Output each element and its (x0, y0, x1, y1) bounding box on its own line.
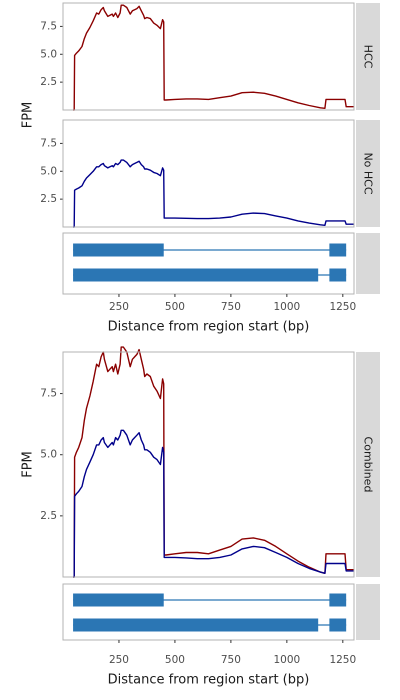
panel-background (63, 352, 354, 577)
x-tick-label: 250 (109, 654, 129, 666)
figure-top: HCC 2.5 5.0 7.5 No HCC 2.5 5.0 7.5 FPM 250 500 750 1… (21, 2, 380, 335)
transcript-1 (73, 593, 347, 607)
y-tick-label: 2.5 (40, 76, 57, 88)
x-tick-label: 1000 (273, 654, 300, 666)
exon-block (73, 593, 164, 607)
y-axis-title: FPM (21, 102, 36, 129)
y-tick-label: 5.0 (40, 165, 57, 177)
facet-strip-label: Combined (362, 437, 375, 493)
series-line-blue (73, 429, 354, 578)
facet-strip (356, 3, 380, 110)
transcript-2 (73, 618, 347, 632)
x-tick-label: 250 (109, 301, 129, 313)
facet-strip-label: HCC (362, 45, 375, 69)
x-tick-label: 750 (221, 654, 241, 666)
x-tick-label: 500 (165, 301, 185, 313)
exon-block (329, 593, 347, 607)
gene-panel-strip (356, 233, 380, 294)
panel-border (62, 351, 355, 578)
panel-combined: Combined 2.5 5.0 7.5 (40, 346, 380, 578)
panel-background (63, 120, 354, 227)
gene-panel-border (62, 232, 355, 295)
panel-border (62, 2, 355, 111)
panel-background (63, 3, 354, 110)
panel-border (62, 119, 355, 228)
y-tick-label: 2.5 (40, 510, 57, 522)
exon-block (73, 268, 319, 282)
panel-hcc: HCC 2.5 5.0 7.5 (40, 2, 380, 111)
gene-panel-border (62, 583, 355, 641)
transcript-2 (73, 268, 347, 282)
y-tick-label: 5.0 (40, 449, 57, 461)
gene-panel-strip (356, 584, 380, 640)
exon-block (73, 618, 319, 632)
facet-strip (356, 120, 380, 227)
facet-strip (356, 352, 380, 577)
y-tick-label: 2.5 (40, 193, 57, 205)
gene-model-panel (62, 583, 380, 641)
x-tick-label: 500 (165, 654, 185, 666)
x-tick-label: 750 (221, 301, 241, 313)
gene-model-panel (62, 232, 380, 295)
exon-block (73, 243, 164, 257)
exon-block (329, 243, 347, 257)
y-axis-title: FPM (21, 451, 36, 478)
exon-block (329, 268, 347, 282)
x-tick-label: 1250 (329, 301, 356, 313)
x-tick-label: 1250 (329, 654, 356, 666)
y-tick-label: 7.5 (40, 20, 57, 32)
facet-strip-label: No HCC (362, 152, 375, 194)
panel-no-hcc: No HCC 2.5 5.0 7.5 (40, 119, 380, 228)
transcript-1 (73, 243, 347, 257)
exon-block (329, 618, 347, 632)
figure-bottom: Combined 2.5 5.0 7.5 FPM 250 500 750 1000 1250 Dis… (21, 346, 380, 688)
x-axis-title: Distance from region start (bp) (108, 320, 310, 335)
series-line-red (73, 346, 354, 578)
y-tick-label: 5.0 (40, 48, 57, 60)
series-line-red (73, 4, 354, 111)
y-tick-label: 7.5 (40, 137, 57, 149)
x-axis-title: Distance from region start (bp) (108, 673, 310, 688)
x-tick-label: 1000 (273, 301, 300, 313)
series-line-blue (73, 159, 354, 228)
y-tick-label: 7.5 (40, 388, 57, 400)
